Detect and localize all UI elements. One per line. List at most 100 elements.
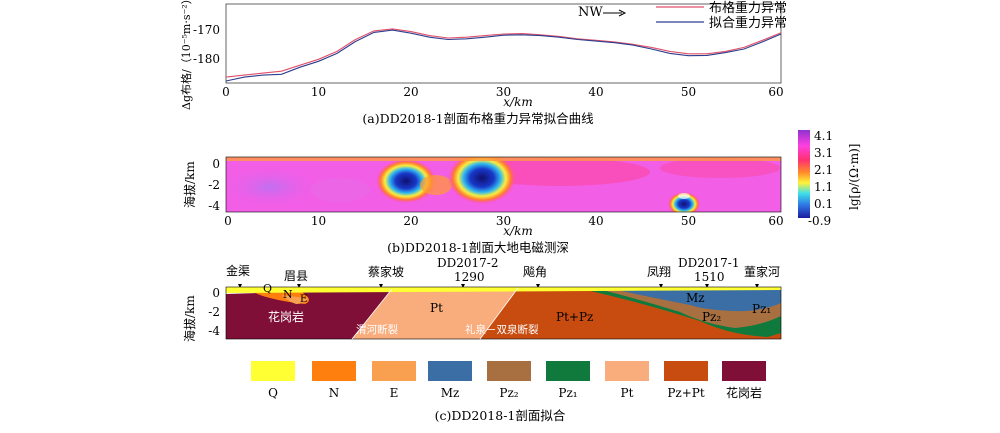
gravity-xtick-40: 40 (588, 85, 603, 99)
unit-q (226, 287, 781, 293)
section-ytick-2: -2 (208, 305, 220, 319)
legend-label-mz: Mz (441, 386, 460, 400)
legend-swatch-pt (605, 361, 649, 381)
gravity-panel: NW 布格重力异常 拟合重力异常 -170 -180 Δg布格/（10⁻⁵m·s… (179, 0, 787, 126)
gravity-ytick-170: -170 (193, 23, 220, 37)
legend-label-e: E (390, 386, 399, 400)
colorbar-label: lg[ρ/(Ω·m)] (847, 144, 861, 211)
unit-label-pz2: Pz₂ (702, 310, 721, 324)
legend-label-bouguer: 布格重力异常 (709, 0, 787, 16)
gravity-xtick-10: 10 (311, 85, 326, 99)
unit-label-pt: Pt (430, 301, 443, 315)
direction-label: NW (578, 5, 603, 20)
colorbar-tick-2.1: 2.1 (814, 163, 833, 177)
geologic-section (225, 286, 782, 340)
mt-xtick-10: 10 (311, 214, 326, 228)
fault-line-weihe (351, 288, 393, 340)
unit-label-mz: Mz (686, 291, 705, 305)
fault-line-liquan (479, 287, 519, 340)
unit-label-n: N (283, 288, 293, 301)
gravity-legend: 布格重力异常 拟合重力异常 (656, 0, 787, 31)
mt-plot-border (225, 156, 782, 213)
gravity-plot-area (225, 3, 782, 84)
colorbar-tick-4.1: 4.1 (814, 129, 833, 143)
well-dd2017-2-depth: 1290 (454, 270, 485, 284)
colorbar-tick-3.1: 3.1 (814, 146, 833, 160)
unit-label-q: Q (263, 282, 272, 295)
fault-label-weihe: 渭河断裂 (356, 323, 398, 336)
direction-arrowhead (618, 9, 627, 17)
unit-label-e: E (300, 294, 307, 305)
legend-swatch-q (251, 361, 295, 381)
place-meixian: 眉县 (284, 269, 308, 283)
gravity-ylabel: Δg布格/（10⁻⁵m·s⁻²） (179, 0, 193, 110)
gravity-curves (225, 28, 782, 82)
unit-legend: Q N E Mz Pz₂ Pz₁ Pt Pz+Pt 花岗岩 (251, 361, 766, 400)
place-jinqu: 金渠 (226, 263, 250, 278)
well-dd2017-1-depth: 1510 (694, 270, 725, 284)
colorbar-tick-neg0.9: -0.9 (808, 214, 831, 228)
mt-ytick-4: -4 (208, 199, 220, 213)
mt-xtick-50: 50 (681, 214, 696, 228)
gravity-caption: (a)DD2018-1剖面布格重力异常拟合曲线 (362, 111, 594, 126)
mt-ytick-0: 0 (212, 157, 220, 171)
mt-xtick-40: 40 (588, 214, 603, 228)
unit-e (282, 295, 308, 304)
mt-xtick-0: 0 (224, 214, 232, 228)
fitted-anomaly-line (225, 29, 782, 82)
unit-mz (612, 289, 781, 312)
section-ytick-4: -4 (208, 324, 220, 338)
legend-swatch-e (372, 361, 416, 381)
section-caption: (c)DD2018-1剖面拟合 (435, 408, 566, 423)
legend-label-pt: Pt (621, 386, 634, 400)
unit-label-pz1: Pz₁ (752, 302, 771, 316)
mt-xtick-30: 30 (496, 214, 511, 228)
colorbar (798, 130, 810, 218)
legend-swatch-n (312, 361, 356, 381)
legend-swatch-ptpz (664, 361, 708, 381)
legend-label-granite: 花岗岩 (726, 385, 762, 400)
mt-xticks: 0 10 20 30 40 50 60 (224, 214, 783, 228)
place-fengxiang: 凤翔 (647, 265, 671, 279)
unit-pt (352, 288, 518, 339)
section-border (225, 286, 782, 340)
legend-label-n: N (329, 386, 340, 400)
mt-caption: (b)DD2018-1剖面大地电磁测深 (387, 240, 569, 255)
gravity-xticks: 0 10 20 30 40 50 60 (222, 85, 783, 99)
place-dongjiahe: 董家河 (744, 264, 780, 279)
colorbar-tick-1.1: 1.1 (814, 180, 833, 194)
mt-ytick-2: -2 (208, 178, 220, 192)
mt-ylabel: 海拔/km (182, 161, 197, 208)
section-panel: 金渠 眉县 蔡家坡 飚角 凤翔 董家河 DD2017-2 1290 DD2017… (182, 256, 782, 342)
unit-label-granite: 花岗岩 (268, 309, 304, 324)
unit-granite (226, 289, 392, 339)
legend-label-ptpz: Pz+Pt (667, 386, 705, 400)
gravity-xtick-60: 60 (768, 85, 783, 99)
gravity-xtick-20: 20 (403, 85, 418, 99)
well-dd2017-1-name: DD2017-1 (678, 256, 739, 270)
legend-swatch-mz (428, 361, 472, 381)
mt-xlabel: x/km (503, 224, 532, 238)
legend-label-q: Q (268, 386, 278, 400)
legend-label-fitted: 拟合重力异常 (709, 15, 787, 31)
colorbar-tick-0.1: 0.1 (814, 197, 833, 211)
well-dd2017-2-name: DD2017-2 (437, 256, 498, 270)
gravity-xtick-50: 50 (681, 85, 696, 99)
legend-label-pz1: Pz₁ (558, 386, 577, 400)
gravity-xtick-0: 0 (222, 85, 230, 99)
unit-label-ptpz: Pt+Pz (556, 310, 593, 324)
place-caijiapo: 蔡家坡 (368, 264, 404, 279)
gravity-xlabel: x/km (503, 95, 532, 109)
gravity-xtick-30: 30 (496, 85, 511, 99)
legend-swatch-granite (722, 361, 766, 381)
gravity-ytick-180: -180 (193, 52, 220, 66)
mt-resistivity-image (226, 157, 781, 212)
mt-panel: 0 -2 -4 海拔/km 0 10 20 30 40 50 60 x/km (… (182, 129, 861, 255)
section-ylabel: 海拔/km (182, 295, 197, 342)
mt-xtick-20: 20 (403, 214, 418, 228)
place-biaojiao: 飚角 (523, 264, 547, 279)
mt-xtick-60: 60 (768, 214, 783, 228)
legend-swatch-pz2 (487, 361, 531, 381)
section-places: 金渠 眉县 蔡家坡 飚角 凤翔 董家河 DD2017-2 1290 DD2017… (226, 256, 780, 288)
